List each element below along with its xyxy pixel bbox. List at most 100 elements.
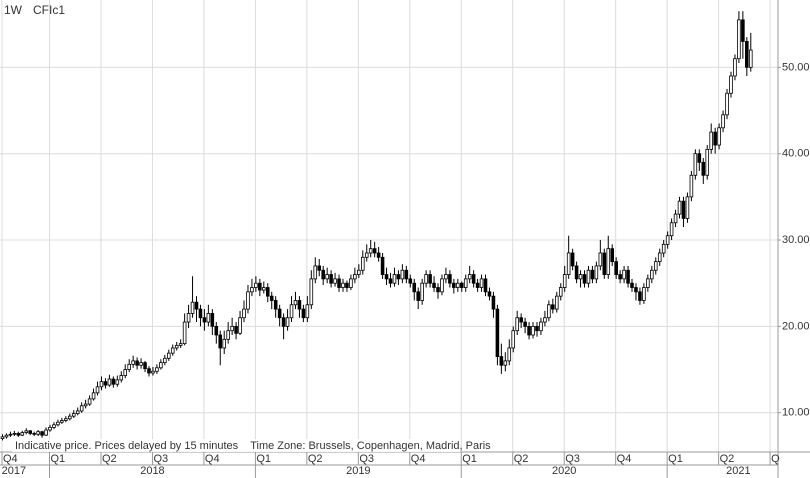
candle-body bbox=[186, 313, 191, 323]
candle-body bbox=[578, 274, 583, 280]
candle-body bbox=[642, 287, 646, 301]
candle-body bbox=[24, 430, 29, 433]
candle-body bbox=[380, 256, 385, 275]
candle-body bbox=[341, 282, 345, 288]
candle-body bbox=[396, 274, 401, 280]
candle-body bbox=[56, 421, 60, 426]
candle-body bbox=[614, 261, 618, 275]
candle-body bbox=[159, 362, 163, 369]
candle-body bbox=[151, 370, 155, 374]
candle-body bbox=[115, 379, 120, 385]
candle-body bbox=[337, 278, 341, 288]
candle-body bbox=[238, 317, 242, 334]
candle-body bbox=[99, 381, 104, 388]
candle-body bbox=[297, 300, 302, 310]
x-tick-label: Q3 bbox=[565, 453, 580, 465]
candle-body bbox=[594, 265, 599, 280]
candle-body bbox=[222, 338, 226, 349]
candle-body bbox=[79, 405, 84, 412]
candle-body bbox=[107, 378, 112, 386]
candle-body bbox=[452, 282, 456, 288]
candle-body bbox=[87, 398, 92, 405]
candle-body bbox=[384, 274, 389, 280]
x-tick-label: Q2 bbox=[102, 453, 117, 465]
candle-body bbox=[119, 375, 124, 381]
candle-body bbox=[428, 274, 432, 284]
candle-body bbox=[444, 274, 448, 280]
candle-body bbox=[479, 278, 484, 288]
candle-body bbox=[28, 430, 32, 434]
candle-body bbox=[551, 304, 555, 310]
x-tick-label: Q3 bbox=[359, 453, 374, 465]
candle-body bbox=[178, 343, 183, 346]
candle-body bbox=[535, 325, 539, 332]
candle-body bbox=[681, 200, 686, 219]
candle-body bbox=[440, 278, 444, 293]
x-tick-label: Q4 bbox=[3, 453, 18, 465]
candle-body bbox=[349, 278, 353, 288]
x-tick-label: Q1 bbox=[256, 453, 271, 465]
candle-body bbox=[463, 278, 468, 288]
candle-body bbox=[75, 410, 80, 414]
candle-body bbox=[4, 434, 9, 438]
candle-body bbox=[321, 269, 325, 280]
candle-body bbox=[325, 274, 329, 280]
candle-body bbox=[269, 295, 274, 301]
y-tick-label: 10.00 bbox=[782, 407, 810, 419]
candle-body bbox=[317, 265, 322, 271]
candle-body bbox=[123, 369, 128, 376]
candle-body bbox=[333, 278, 337, 284]
candle-body bbox=[717, 127, 721, 146]
candle-body bbox=[503, 360, 508, 366]
candle-body bbox=[357, 269, 361, 275]
candle-body bbox=[83, 403, 88, 407]
candle-body bbox=[8, 433, 13, 436]
y-tick-label: 40.00 bbox=[782, 148, 810, 160]
candle-body bbox=[194, 301, 199, 310]
candle-body bbox=[646, 278, 650, 288]
candle-body bbox=[214, 325, 219, 336]
candle-body bbox=[392, 274, 397, 284]
candle-body bbox=[368, 248, 373, 254]
candle-body bbox=[523, 321, 527, 327]
candle-body bbox=[598, 252, 603, 267]
candle-body bbox=[531, 325, 535, 336]
candle-body bbox=[741, 19, 745, 42]
candle-body bbox=[590, 269, 595, 280]
candle-body bbox=[661, 243, 666, 254]
candle-body bbox=[515, 317, 519, 332]
candle-body bbox=[143, 362, 147, 370]
candle-body bbox=[289, 304, 294, 319]
year-label: 2021 bbox=[726, 465, 750, 477]
candle-body bbox=[570, 252, 575, 267]
candle-body bbox=[372, 248, 377, 254]
candle-body bbox=[456, 282, 460, 288]
candle-body bbox=[262, 287, 266, 291]
x-tick-label: Q bbox=[771, 453, 780, 465]
candle-body bbox=[432, 282, 436, 288]
candle-body bbox=[685, 196, 690, 219]
candle-body bbox=[230, 325, 234, 332]
candle-body bbox=[547, 304, 551, 319]
candle-body bbox=[190, 301, 195, 314]
candle-body bbox=[602, 252, 607, 275]
year-label: 2018 bbox=[140, 465, 164, 477]
candle-body bbox=[0, 436, 5, 440]
candle-body bbox=[71, 413, 76, 417]
candle-body bbox=[693, 153, 698, 176]
candle-body bbox=[713, 131, 717, 146]
candle-body bbox=[376, 252, 381, 258]
candle-body bbox=[174, 344, 179, 349]
candle-body bbox=[610, 248, 614, 263]
candle-body bbox=[139, 362, 143, 366]
candle-body bbox=[495, 308, 500, 357]
candle-body bbox=[650, 269, 654, 280]
candle-body bbox=[412, 282, 417, 293]
candle-body bbox=[210, 313, 215, 327]
candle-body bbox=[234, 325, 238, 334]
candle-body bbox=[519, 317, 523, 323]
year-label: 2019 bbox=[346, 465, 370, 477]
candle-body bbox=[309, 278, 314, 306]
candle-body bbox=[459, 282, 464, 288]
